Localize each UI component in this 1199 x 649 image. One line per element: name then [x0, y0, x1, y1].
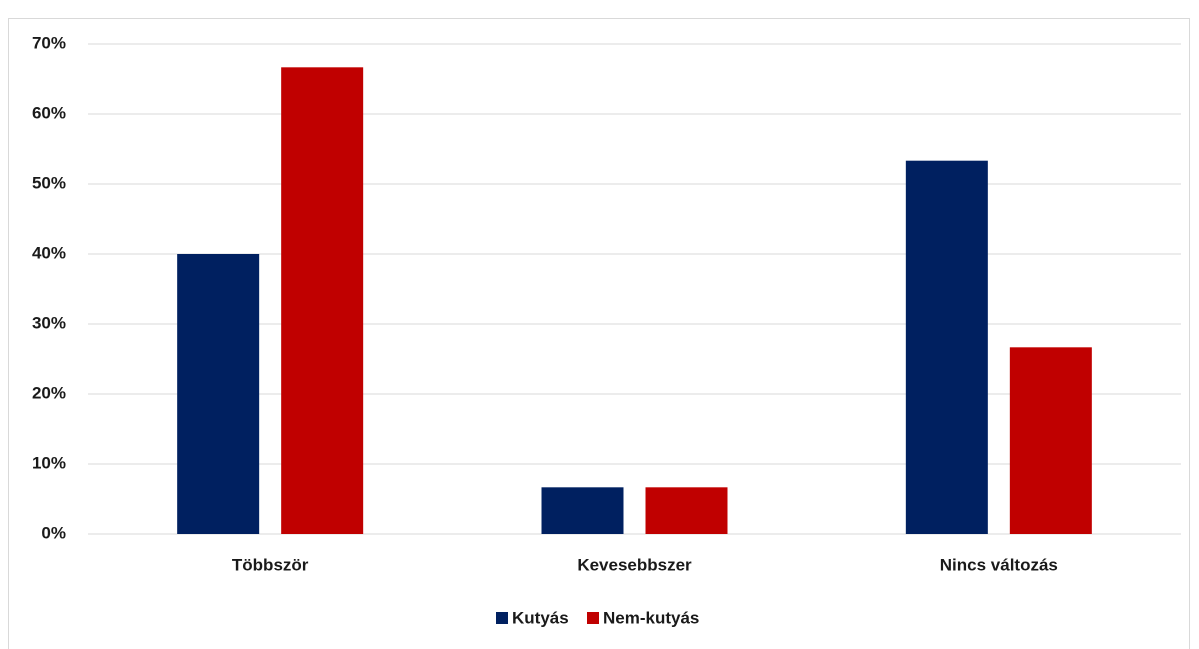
bar — [645, 487, 728, 534]
legend-swatch — [496, 612, 508, 624]
y-tick-label: 40% — [32, 243, 66, 262]
bar — [281, 67, 364, 534]
legend-swatch — [587, 612, 599, 624]
bar — [177, 254, 260, 534]
y-tick-label: 20% — [32, 383, 66, 402]
y-tick-label: 30% — [32, 313, 66, 332]
y-tick-label: 50% — [32, 173, 66, 192]
y-tick-label: 60% — [32, 103, 66, 122]
bar — [541, 487, 624, 534]
bar — [905, 160, 988, 534]
x-tick-label: Kevesebbszer — [577, 555, 692, 574]
x-tick-label: Nincs változás — [940, 555, 1058, 574]
y-tick-label: 70% — [32, 33, 66, 52]
legend-label: Kutyás — [512, 608, 569, 627]
y-tick-label: 0% — [41, 523, 66, 542]
legend-label: Nem-kutyás — [603, 608, 699, 627]
y-tick-label: 10% — [32, 453, 66, 472]
x-tick-label: Többször — [232, 555, 309, 574]
bar — [1009, 347, 1092, 534]
